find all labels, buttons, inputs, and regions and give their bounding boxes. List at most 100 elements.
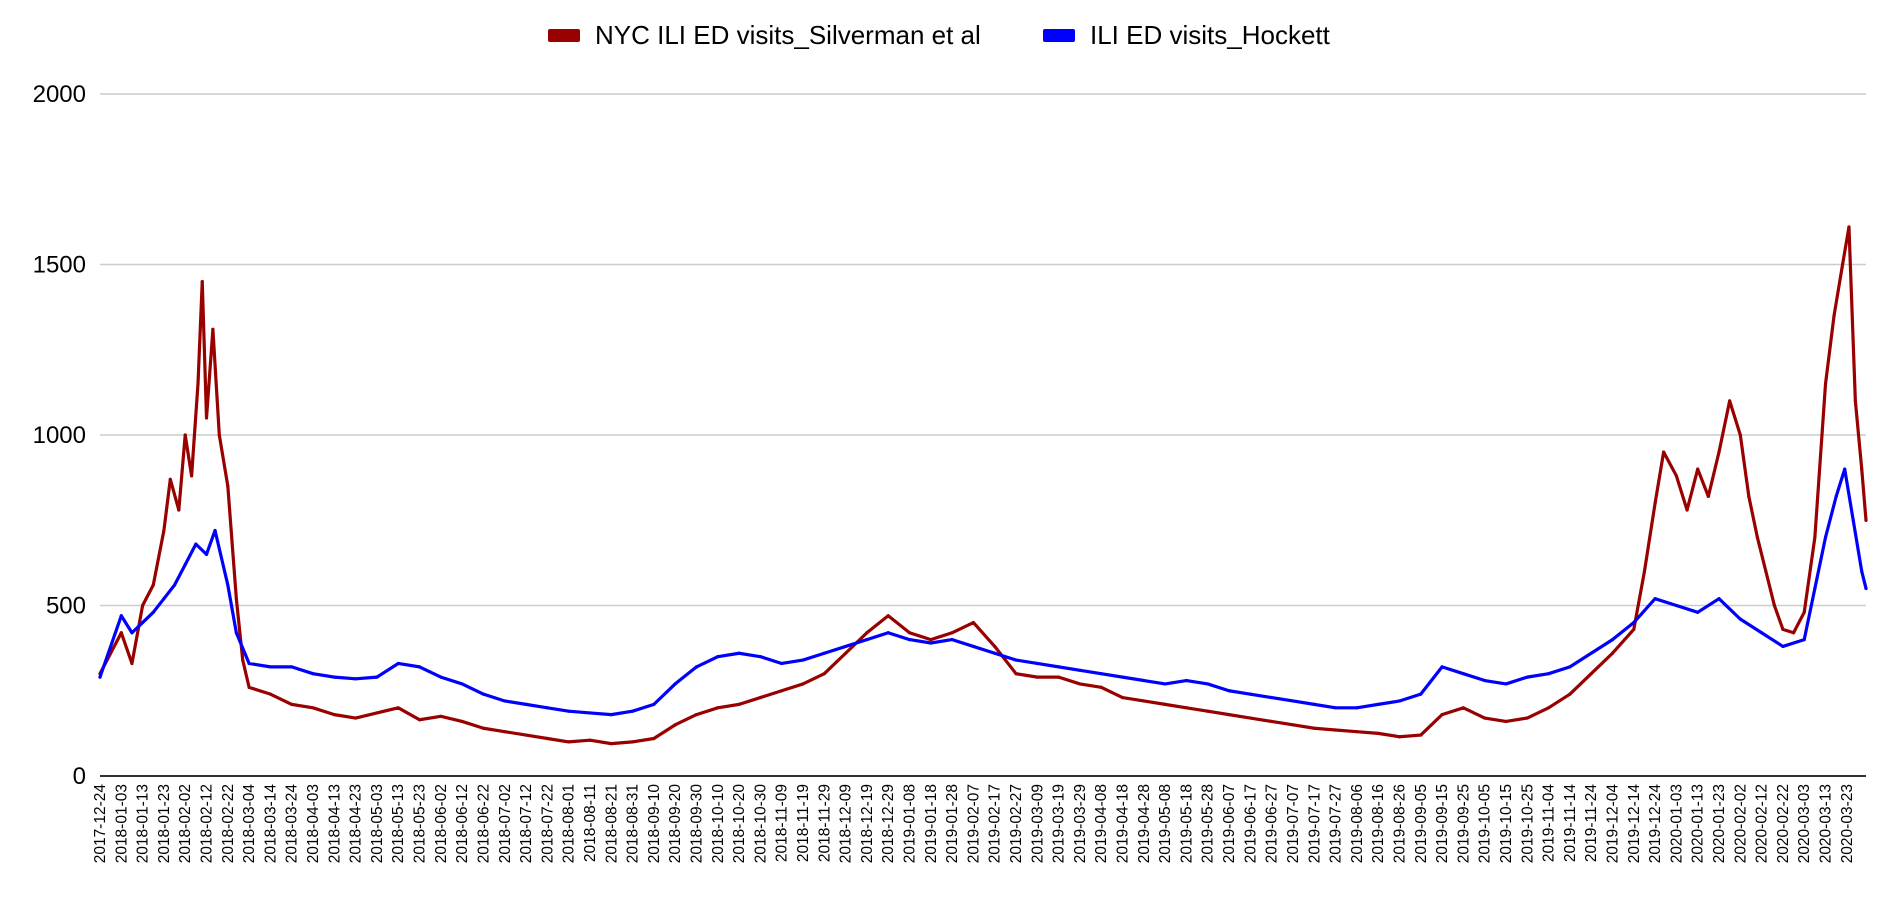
x-tick-label: 2018-07-22 <box>539 784 556 863</box>
data-point <box>545 736 549 741</box>
data-point <box>234 631 238 635</box>
x-tick-label: 2018-05-03 <box>369 784 386 863</box>
data-point <box>1860 569 1864 574</box>
data-point <box>716 655 720 659</box>
x-tick-label: 2018-03-24 <box>284 784 301 864</box>
x-tick-label: 2019-02-07 <box>965 784 982 863</box>
data-point <box>843 651 848 655</box>
x-tick-label: 2019-09-05 <box>1413 784 1430 863</box>
x-tick-label: 2018-05-13 <box>390 784 407 863</box>
data-point <box>1728 399 1732 403</box>
data-point <box>226 583 230 587</box>
x-tick-label: 2019-06-07 <box>1221 784 1238 863</box>
data-point <box>1823 382 1828 386</box>
data-point <box>822 651 826 655</box>
data-point <box>1483 678 1487 683</box>
data-point <box>268 692 273 696</box>
x-tick-label: 2019-01-28 <box>944 784 961 863</box>
data-point <box>1632 627 1636 631</box>
data-point <box>151 610 155 614</box>
x-tick-label: 2017-12-24 <box>92 784 109 864</box>
data-point <box>130 661 134 666</box>
x-tick-label: 2019-05-08 <box>1157 784 1174 863</box>
data-point <box>204 552 209 556</box>
data-point <box>375 675 379 679</box>
data-point <box>332 713 336 717</box>
data-point <box>1823 535 1828 539</box>
x-tick-label: 2018-01-23 <box>156 784 173 863</box>
legend-label-silverman: NYC ILI ED visits_Silverman et al <box>595 20 981 50</box>
data-point <box>247 661 251 666</box>
data-point <box>162 528 166 533</box>
x-tick-label: 2019-12-14 <box>1626 784 1643 864</box>
y-tick-label: 0 <box>73 763 86 790</box>
x-tick-label: 2020-03-03 <box>1796 784 1813 863</box>
data-point <box>439 675 443 679</box>
data-point <box>1333 706 1338 710</box>
data-point <box>1163 682 1167 686</box>
data-point <box>630 709 635 713</box>
x-tick-label: 2019-11-24 <box>1583 784 1600 863</box>
data-point <box>929 641 933 645</box>
legend-item-hockett[interactable]: ILI ED visits_Hockett <box>1043 20 1331 50</box>
data-point <box>1568 665 1572 669</box>
data-point <box>1099 685 1103 689</box>
data-point <box>950 631 954 635</box>
data-point <box>950 638 954 642</box>
x-tick-label: 2020-03-23 <box>1839 784 1856 863</box>
data-point <box>1057 665 1061 669</box>
data-point <box>417 718 422 722</box>
x-tick-label: 2019-09-25 <box>1455 784 1472 863</box>
x-tick-label: 2018-11-19 <box>795 784 812 862</box>
data-point <box>177 508 181 512</box>
data-point <box>588 738 592 742</box>
x-tick-label: 2020-02-02 <box>1732 784 1749 863</box>
data-point <box>1546 706 1551 710</box>
data-point <box>630 740 635 744</box>
data-point <box>1312 726 1316 730</box>
data-point <box>1632 620 1636 625</box>
legend-swatch-silverman <box>548 29 580 42</box>
data-point <box>1864 518 1868 522</box>
data-point <box>213 528 217 533</box>
data-point <box>1696 610 1700 614</box>
data-point <box>196 382 200 386</box>
data-point <box>311 672 315 676</box>
data-point <box>460 719 464 724</box>
data-point <box>234 597 238 601</box>
data-point <box>1738 433 1742 437</box>
data-point <box>200 279 204 284</box>
data-point <box>1270 719 1274 724</box>
data-point <box>1483 716 1487 720</box>
data-point <box>609 742 613 746</box>
data-point <box>1355 706 1359 710</box>
data-point <box>1419 692 1423 696</box>
x-tick-label: 2020-01-23 <box>1711 784 1728 863</box>
data-point <box>1589 651 1593 655</box>
x-tick-label: 2019-07-27 <box>1328 784 1345 863</box>
data-point <box>194 542 198 546</box>
data-point <box>545 706 549 710</box>
x-tick-label: 2018-07-02 <box>497 784 514 863</box>
data-point <box>1227 689 1231 693</box>
legend-item-silverman[interactable]: NYC ILI ED visits_Silverman et al <box>548 20 981 50</box>
x-tick-label: 2020-01-03 <box>1668 784 1685 863</box>
data-point <box>375 711 379 715</box>
x-tick-label: 2019-05-18 <box>1178 784 1195 863</box>
data-point <box>311 706 315 710</box>
data-point <box>609 713 613 717</box>
data-point <box>1546 672 1551 676</box>
data-point <box>694 665 699 669</box>
data-point <box>1504 682 1508 686</box>
data-point <box>141 620 145 625</box>
data-point <box>1057 675 1061 679</box>
data-point <box>1662 450 1666 454</box>
data-point <box>567 709 571 713</box>
data-point <box>1440 713 1444 717</box>
data-point <box>1685 508 1689 512</box>
x-tick-label: 2018-11-29 <box>816 784 833 862</box>
x-tick-label: 2019-10-05 <box>1477 784 1494 863</box>
data-point <box>1248 692 1252 696</box>
data-point <box>268 665 273 669</box>
data-point <box>1120 675 1125 679</box>
